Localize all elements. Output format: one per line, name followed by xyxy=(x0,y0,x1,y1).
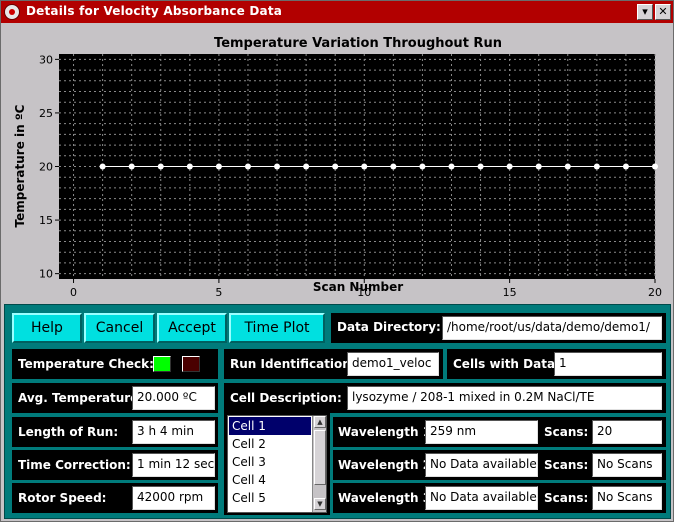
details-panel: Help Cancel Accept Time Plot Data Direct… xyxy=(4,304,671,519)
cells-with-data-field[interactable]: 1 xyxy=(554,352,662,376)
data-point xyxy=(361,163,368,170)
list-item[interactable]: Cell 3 xyxy=(232,455,266,469)
wavelength-2-label: Wavelength 2: xyxy=(338,458,436,472)
cell-description-label: Cell Description: xyxy=(230,391,342,405)
time-correction-label: Time Correction: xyxy=(18,458,131,472)
scroll-down-icon[interactable]: ▼ xyxy=(314,498,326,510)
data-point xyxy=(390,163,397,170)
rotor-speed-field[interactable]: 42000 rpm xyxy=(132,486,215,510)
rotor-speed-label: Rotor Speed: xyxy=(18,491,107,505)
temperature-ok-indicator xyxy=(153,356,171,372)
list-item[interactable]: Cell 5 xyxy=(232,491,266,505)
scans-1-label: Scans: xyxy=(544,425,589,439)
run-id-field[interactable]: demo1_veloc xyxy=(347,352,439,376)
length-of-run-field[interactable]: 3 h 4 min xyxy=(132,420,215,444)
cell-listbox[interactable]: Cell 1 Cell 2 Cell 3 Cell 4 Cell 5 ▲ ▼ xyxy=(227,415,327,513)
data-point xyxy=(506,163,513,170)
axis-ticks: 0 5 10 15 20 10 15 20 25 30 xyxy=(39,53,662,299)
avg-temperature-field[interactable]: 20.000 ºC xyxy=(132,386,215,410)
x-tick-label: 10 xyxy=(357,286,371,299)
data-point xyxy=(535,163,542,170)
wavelength-3-field[interactable]: No Data available xyxy=(425,486,538,510)
app-icon[interactable] xyxy=(4,4,20,20)
y-tick-label: 15 xyxy=(39,214,53,227)
time-plot-button[interactable]: Time Plot xyxy=(229,313,325,343)
help-button[interactable]: Help xyxy=(12,313,82,343)
temperature-check-label: Temperature Check: xyxy=(18,357,154,371)
cells-with-data-label: Cells with Data: xyxy=(453,357,560,371)
data-point xyxy=(622,163,629,170)
wavelength-2-field[interactable]: No Data available xyxy=(425,453,538,477)
length-of-run-label: Length of Run: xyxy=(18,425,119,439)
scans-2-field[interactable]: No Scans xyxy=(592,453,662,477)
y-axis-label: Temperature in ºC xyxy=(13,104,27,227)
x-tick-label: 5 xyxy=(215,286,222,299)
temperature-plot: Temperature Variation Throughout Run 0 5 1… xyxy=(1,23,673,303)
data-point xyxy=(652,163,658,170)
scans-3-field[interactable]: No Scans xyxy=(592,486,662,510)
data-point xyxy=(564,163,571,170)
data-point xyxy=(128,163,135,170)
scroll-up-icon[interactable]: ▲ xyxy=(314,416,326,428)
data-point xyxy=(99,163,106,170)
avg-temperature-label: Avg. Temperature: xyxy=(18,391,144,405)
list-item[interactable]: Cell 4 xyxy=(232,473,266,487)
wavelength-1-label: Wavelength 1: xyxy=(338,425,436,439)
scans-2-label: Scans: xyxy=(544,458,589,472)
y-tick-label: 25 xyxy=(39,107,53,120)
time-correction-field[interactable]: 1 min 12 sec xyxy=(132,453,215,477)
data-point xyxy=(419,163,426,170)
data-point xyxy=(448,163,455,170)
x-axis-label: Scan Number xyxy=(313,280,403,294)
data-point xyxy=(215,163,222,170)
y-tick-label: 20 xyxy=(39,161,53,174)
list-item[interactable]: Cell 1 xyxy=(229,417,311,435)
close-icon[interactable]: ✕ xyxy=(655,4,671,20)
data-point xyxy=(157,163,164,170)
data-point xyxy=(303,163,310,170)
x-tick-label: 15 xyxy=(503,286,517,299)
wavelength-3-label: Wavelength 3: xyxy=(338,491,436,505)
data-series xyxy=(99,163,658,170)
y-tick-label: 30 xyxy=(39,53,53,66)
data-point xyxy=(186,163,193,170)
accept-button[interactable]: Accept xyxy=(157,313,227,343)
scroll-thumb[interactable] xyxy=(314,430,326,485)
cell-description-field[interactable]: lysozyme / 208-1 mixed in 0.2M NaCl/TE xyxy=(347,386,662,410)
data-point xyxy=(593,163,600,170)
data-point xyxy=(332,163,339,170)
temperature-bad-indicator xyxy=(182,356,200,372)
data-point xyxy=(244,163,251,170)
y-tick-label: 10 xyxy=(39,268,53,281)
cell-list-scrollbar[interactable]: ▲ ▼ xyxy=(312,416,326,512)
data-directory-label: Data Directory: xyxy=(337,320,441,334)
scans-1-field[interactable]: 20 xyxy=(592,420,662,444)
plot-grid xyxy=(59,54,656,279)
temperature-chart: Temperature Variation Throughout Run 0 5 1… xyxy=(13,36,662,299)
minimize-icon[interactable]: ▾ xyxy=(637,4,653,20)
title-bar[interactable]: Details for Velocity Absorbance Data ▾ ✕ xyxy=(1,1,673,23)
data-point xyxy=(274,163,281,170)
cancel-button[interactable]: Cancel xyxy=(84,313,155,343)
window-title: Details for Velocity Absorbance Data xyxy=(26,4,283,18)
x-tick-label: 20 xyxy=(648,286,662,299)
chart-title: Temperature Variation Throughout Run xyxy=(214,36,502,51)
wavelength-1-field[interactable]: 259 nm xyxy=(425,420,538,444)
data-point xyxy=(477,163,484,170)
run-id-label: Run Identification: xyxy=(230,357,356,371)
list-item[interactable]: Cell 2 xyxy=(232,437,266,451)
scans-3-label: Scans: xyxy=(544,491,589,505)
x-tick-label: 0 xyxy=(70,286,77,299)
data-directory-field[interactable]: /home/root/us/data/demo/demo1/ xyxy=(442,316,662,340)
